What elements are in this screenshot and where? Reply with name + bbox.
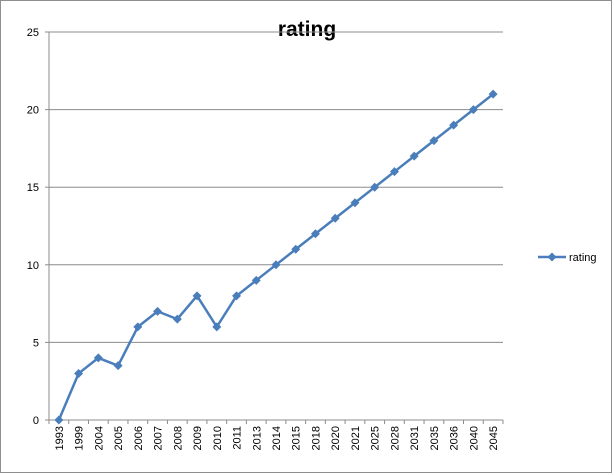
y-axis-ticks: 0 5 10 15 20 25 xyxy=(27,27,49,427)
x-tick-label: 2014 xyxy=(271,426,283,450)
data-point xyxy=(251,275,261,285)
x-tick-label: 2028 xyxy=(389,426,401,450)
data-point xyxy=(133,322,143,332)
legend: rating xyxy=(538,252,597,264)
data-point xyxy=(468,105,478,115)
y-tick-label: 25 xyxy=(27,27,39,39)
y-tick-label: 20 xyxy=(27,105,39,117)
x-tick-label: 2031 xyxy=(409,426,421,450)
data-point xyxy=(429,136,439,146)
y-tick-label: 0 xyxy=(33,415,39,427)
data-point xyxy=(488,89,498,99)
data-point xyxy=(74,368,84,378)
data-point xyxy=(310,229,320,239)
data-point xyxy=(330,213,340,223)
legend-marker xyxy=(547,252,557,262)
data-point xyxy=(172,314,182,324)
data-point xyxy=(212,322,222,332)
series-line-rating xyxy=(57,93,494,421)
x-tick-label: 2007 xyxy=(153,426,165,450)
axes xyxy=(48,32,503,421)
y-tick-label: 5 xyxy=(33,337,39,349)
data-point xyxy=(54,415,64,425)
data-point xyxy=(291,244,301,254)
data-point xyxy=(93,353,103,363)
data-point xyxy=(232,291,242,301)
x-tick-label: 2009 xyxy=(192,426,204,450)
x-tick-label: 2018 xyxy=(310,426,322,450)
x-tick-label: 2013 xyxy=(251,426,263,450)
x-tick-label: 2035 xyxy=(429,426,441,450)
data-point xyxy=(409,151,419,161)
data-point xyxy=(449,120,459,130)
x-tick-label: 1993 xyxy=(54,426,66,450)
x-tick-label: 2006 xyxy=(133,426,145,450)
legend-label-rating: rating xyxy=(569,252,597,264)
x-tick-label: 2021 xyxy=(350,426,362,450)
x-tick-label: 2020 xyxy=(330,426,342,450)
x-axis-ticks: 1993 1999 2004 2005 2006 2007 2008 2009 2010 2011… xyxy=(48,420,504,450)
x-tick-label: 2010 xyxy=(212,426,224,450)
x-tick-label: 1999 xyxy=(74,426,86,450)
x-tick-label: 2045 xyxy=(488,426,500,450)
series-rating xyxy=(54,89,498,425)
gridlines xyxy=(49,31,503,343)
x-tick-label: 2025 xyxy=(370,426,382,450)
x-tick-label: 2036 xyxy=(449,426,461,450)
x-tick-label: 2040 xyxy=(468,426,480,450)
y-tick-label: 10 xyxy=(27,260,39,272)
x-tick-label: 2015 xyxy=(291,426,303,450)
data-point xyxy=(350,198,360,208)
x-tick-label: 2005 xyxy=(113,426,125,450)
x-tick-label: 2004 xyxy=(93,426,105,450)
data-point xyxy=(153,306,163,316)
y-tick-label: 15 xyxy=(27,182,39,194)
x-tick-label: 2008 xyxy=(172,426,184,450)
data-point xyxy=(113,361,123,371)
data-point xyxy=(271,260,281,270)
chart-title: rating xyxy=(278,18,336,41)
data-point xyxy=(370,182,380,192)
x-tick-label: 2011 xyxy=(232,426,244,450)
data-point xyxy=(192,291,202,301)
data-point xyxy=(389,167,399,177)
